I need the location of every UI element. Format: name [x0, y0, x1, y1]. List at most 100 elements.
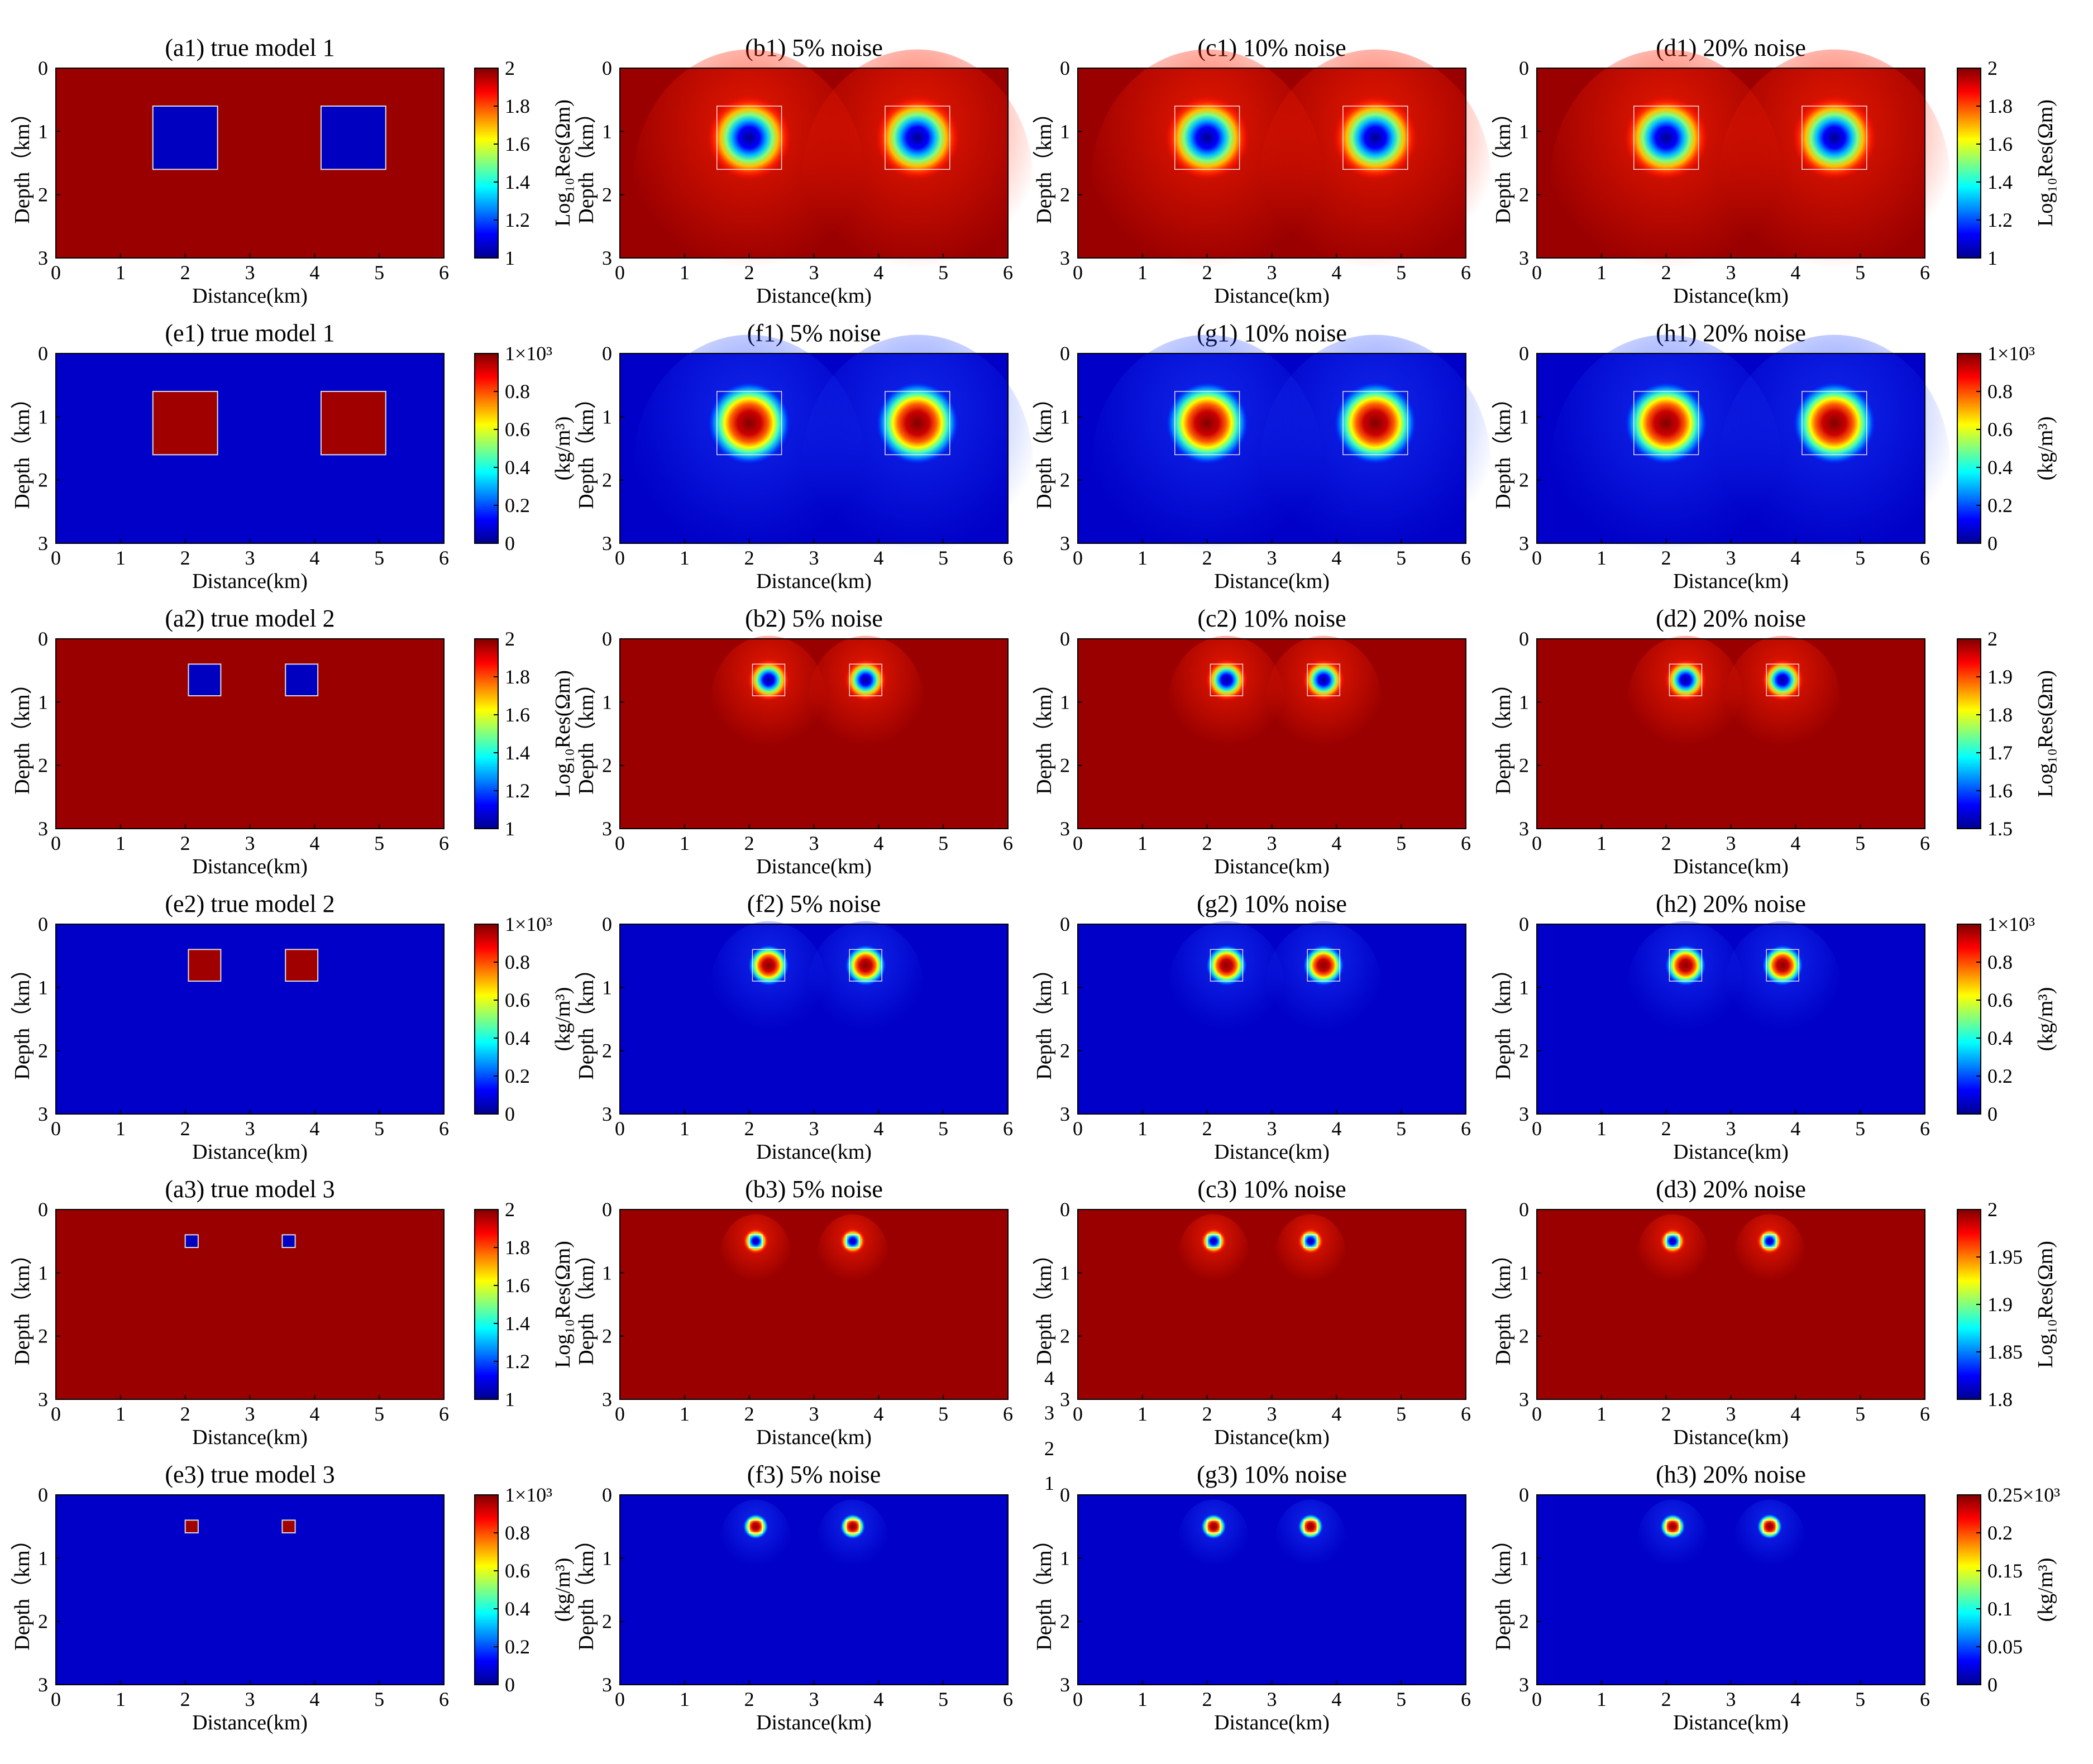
y-tick-label: 2 [1519, 1610, 1529, 1633]
y-tick-label: 3 [602, 1674, 612, 1696]
colorbar-tick-label: 1.4 [1987, 171, 2013, 193]
inversion-anomaly [1761, 658, 1804, 701]
panel-2-0: (a2) true model 20 1 2 3 4 5 60123Distance(km)… [11, 605, 449, 878]
true-outline [1174, 106, 1240, 170]
y-axis-label: Depth（km） [1033, 958, 1056, 1079]
panel-title: (d2) 20% noise [1656, 605, 1806, 632]
inversion-anomaly [1333, 95, 1418, 180]
x-tick-label: 3 [809, 832, 819, 854]
x-tick-label: 4 [1331, 1117, 1341, 1140]
x-tick-label: 1 [1138, 1688, 1148, 1710]
x-tick-label: 6 [1003, 1688, 1013, 1710]
x-tick-label: 1 [680, 832, 690, 854]
y-axis-label: Depth（km） [11, 102, 34, 223]
y-tick-label: 1 [1060, 1261, 1070, 1284]
colorbar-gradient [474, 924, 499, 1115]
colorbar-tick-label: 0.2 [1987, 494, 2013, 517]
colorbar-tick-label: 1.6 [505, 133, 530, 155]
x-tick-label: 0 [615, 832, 625, 854]
y-tick-label: 3 [38, 818, 48, 840]
y-tick-label: 1 [1519, 976, 1529, 998]
x-tick-label: 0 [1073, 832, 1083, 854]
true-outline [1665, 1519, 1680, 1533]
true-outline [1206, 1234, 1221, 1248]
x-tick-label: 0 [615, 261, 625, 284]
y-tick-label: 1 [602, 691, 612, 713]
x-axis-label: Distance(km) [192, 855, 308, 878]
y-tick-label: 2 [602, 754, 612, 777]
x-tick-label: 4 [1331, 1688, 1341, 1710]
x-tick-label: 5 [1855, 1117, 1865, 1140]
true-outline [849, 949, 882, 982]
x-tick-label: 3 [809, 261, 819, 284]
anomaly-block [188, 949, 222, 982]
colorbar-label: Log₁₀Res(Ωm) [2034, 1241, 2057, 1368]
y-axis-label: Depth（km） [1492, 388, 1515, 509]
panel-1-0: (e1) true model 10 1 2 3 4 5 60123Distance(km)… [11, 319, 449, 593]
x-tick-label: 1 [116, 1688, 126, 1710]
y-axis-label: Depth（km） [1492, 1244, 1515, 1365]
x-axis-label: Distance(km) [756, 855, 872, 878]
anomaly-block [285, 663, 319, 697]
colorbar-left: 1×10³ 0.8 0.6 0.4 0.2 0 (kg/m³) [474, 342, 575, 554]
x-tick-label: 1 [1138, 832, 1148, 854]
x-tick-label: 5 [938, 1688, 948, 1710]
x-axis-label: Distance(km) [1673, 1711, 1789, 1734]
x-tick-label: 2 [744, 1403, 754, 1425]
x-tick-label: 4 [1331, 547, 1341, 569]
x-tick-label: 5 [374, 1688, 384, 1710]
inversion-anomaly [844, 944, 887, 987]
x-axis-label: Distance(km) [756, 570, 872, 593]
y-tick-label: 1 [602, 976, 612, 998]
true-outline [1307, 949, 1340, 982]
y-axis-label: Depth（km） [575, 958, 598, 1079]
x-tick-label: 3 [1267, 1403, 1277, 1425]
x-axis-label: Distance(km) [1214, 284, 1330, 308]
colorbar-tick-label: 1.5 [1987, 818, 2013, 840]
colorbar-tick-label: 1.2 [1987, 209, 2013, 231]
y-tick-label: 2 [1060, 754, 1070, 777]
colorbar-tick-label: 1.4 [505, 171, 530, 193]
x-axis-label: Distance(km) [756, 1426, 872, 1449]
panel-title: (d3) 20% noise [1656, 1175, 1806, 1203]
x-tick-label: 4 [1331, 1403, 1341, 1425]
x-tick-label: 2 [180, 261, 190, 284]
x-tick-label: 6 [1003, 261, 1013, 284]
x-tick-label: 5 [1855, 547, 1865, 569]
y-tick-label: 3 [38, 1674, 48, 1696]
y-tick-label: 0 [602, 1198, 612, 1221]
inversion-anomaly [1660, 1228, 1686, 1254]
inversion-anomaly [1205, 944, 1248, 987]
y-tick-label: 3 [1519, 1388, 1529, 1411]
panel-title: (e2) true model 2 [165, 890, 335, 917]
true-outline [1762, 1234, 1777, 1248]
inversion-anomaly [707, 381, 792, 466]
x-tick-label: 5 [1855, 261, 1865, 284]
x-tick-label: 3 [1726, 1688, 1736, 1710]
x-tick-label: 5 [938, 261, 948, 284]
colorbar-tick-label: 0 [505, 1103, 515, 1125]
y-axis-label: Depth（km） [11, 673, 34, 794]
y-tick-label: 0 [1060, 1484, 1070, 1506]
inversion-anomaly [1792, 95, 1877, 180]
x-tick-label: 1 [116, 1403, 126, 1425]
colorbar-tick-label: 2 [505, 57, 515, 79]
colorbar-tick-label: 1.9 [1987, 666, 2013, 688]
y-tick-label: 3 [1060, 818, 1070, 840]
x-tick-label: 4 [873, 1403, 883, 1425]
colorbar-tick-label: 0.6 [505, 418, 530, 441]
x-axis-label: Distance(km) [1673, 1426, 1789, 1449]
y-tick-label: 2 [38, 1325, 48, 1347]
x-tick-label: 0 [1073, 547, 1083, 569]
colorbar-tick-label: 1.8 [505, 666, 530, 688]
colorbar-tick-label: 0.8 [505, 380, 530, 403]
true-outline [1801, 391, 1867, 456]
inversion-anomaly [1165, 381, 1250, 466]
y-tick-label: 0 [38, 913, 48, 935]
true-outline [1762, 1519, 1777, 1533]
x-tick-label: 3 [1726, 547, 1736, 569]
x-tick-label: 2 [1661, 261, 1671, 284]
